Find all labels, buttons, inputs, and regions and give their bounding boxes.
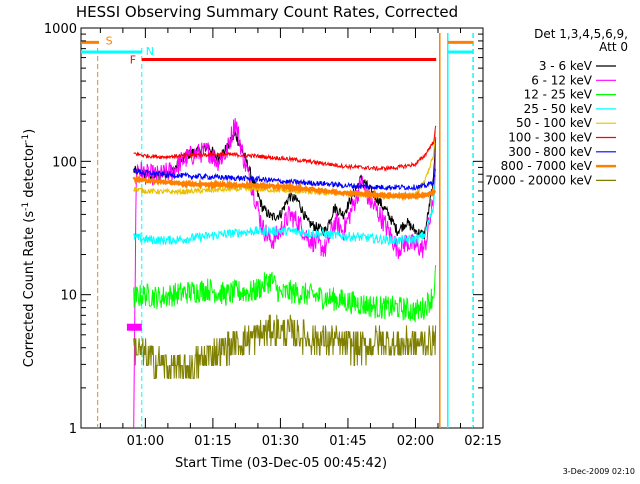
legend-label: 7000 - 20000 keV [485, 173, 592, 187]
legend-label: 3 - 6 keV [539, 59, 593, 73]
legend-label: 50 - 100 keV [516, 116, 593, 130]
series-line [133, 264, 437, 323]
series-line [133, 117, 437, 430]
y-axis-label-main: Corrected Count Rate (s [22, 211, 37, 368]
y-axis-label-sup2: -1 [21, 134, 31, 143]
legend-label: 300 - 800 keV [508, 145, 592, 159]
legend-label: 6 - 12 keV [531, 73, 593, 87]
y-axis-ticks: 1 10 100 1000 [44, 22, 483, 437]
x-axis-ticks: 01:00 01:15 01:30 01:45 02:00 02:15 [99, 28, 502, 449]
y-axis-label-mid: detector [22, 142, 37, 202]
date-stamp: 3-Dec-2009 02:10 [563, 467, 635, 476]
series-layer [132, 117, 437, 430]
y-tick-label: 100 [52, 155, 77, 170]
plot-frame [80, 27, 484, 429]
y-axis-label: Corrected Count Rate (s-1 detector-1) [21, 129, 37, 367]
series-line [133, 167, 437, 192]
series-line [133, 314, 437, 379]
chart-title: HESSI Observing Summary Count Rates, Cor… [76, 3, 458, 21]
series-line [132, 174, 437, 202]
y-tick-label: 1 [69, 422, 77, 437]
y-axis-label-end: ) [22, 129, 37, 134]
legend-header-detectors: Det 1,3,4,5,6,9, [534, 27, 628, 41]
y-tick-label: 1000 [44, 22, 77, 37]
plot-border [80, 27, 484, 429]
x-tick-label: 01:30 [262, 434, 299, 449]
legend-header-attenuator: Att 0 [599, 40, 628, 54]
x-tick-label: 01:45 [329, 434, 366, 449]
y-tick-label: 10 [60, 289, 77, 304]
y-axis-label-sup1: -1 [21, 202, 31, 211]
x-tick-label: 02:15 [464, 434, 501, 449]
series-line [133, 125, 437, 172]
legend-label: 100 - 300 keV [508, 131, 592, 145]
legend-label: 12 - 25 keV [524, 88, 593, 102]
legend-label: 800 - 7000 keV [501, 159, 593, 173]
legend-label: 25 - 50 keV [524, 102, 593, 116]
x-tick-label: 01:15 [194, 434, 231, 449]
x-tick-label: 02:00 [397, 434, 434, 449]
n-flag-label: N [146, 45, 154, 58]
series-line [133, 174, 437, 246]
x-axis-label: Start Time (03-Dec-05 00:45:42) [175, 456, 387, 471]
f-flag-label: F [130, 54, 136, 67]
x-tick-label: 01:00 [127, 434, 164, 449]
s-flag-label: S [106, 34, 113, 47]
